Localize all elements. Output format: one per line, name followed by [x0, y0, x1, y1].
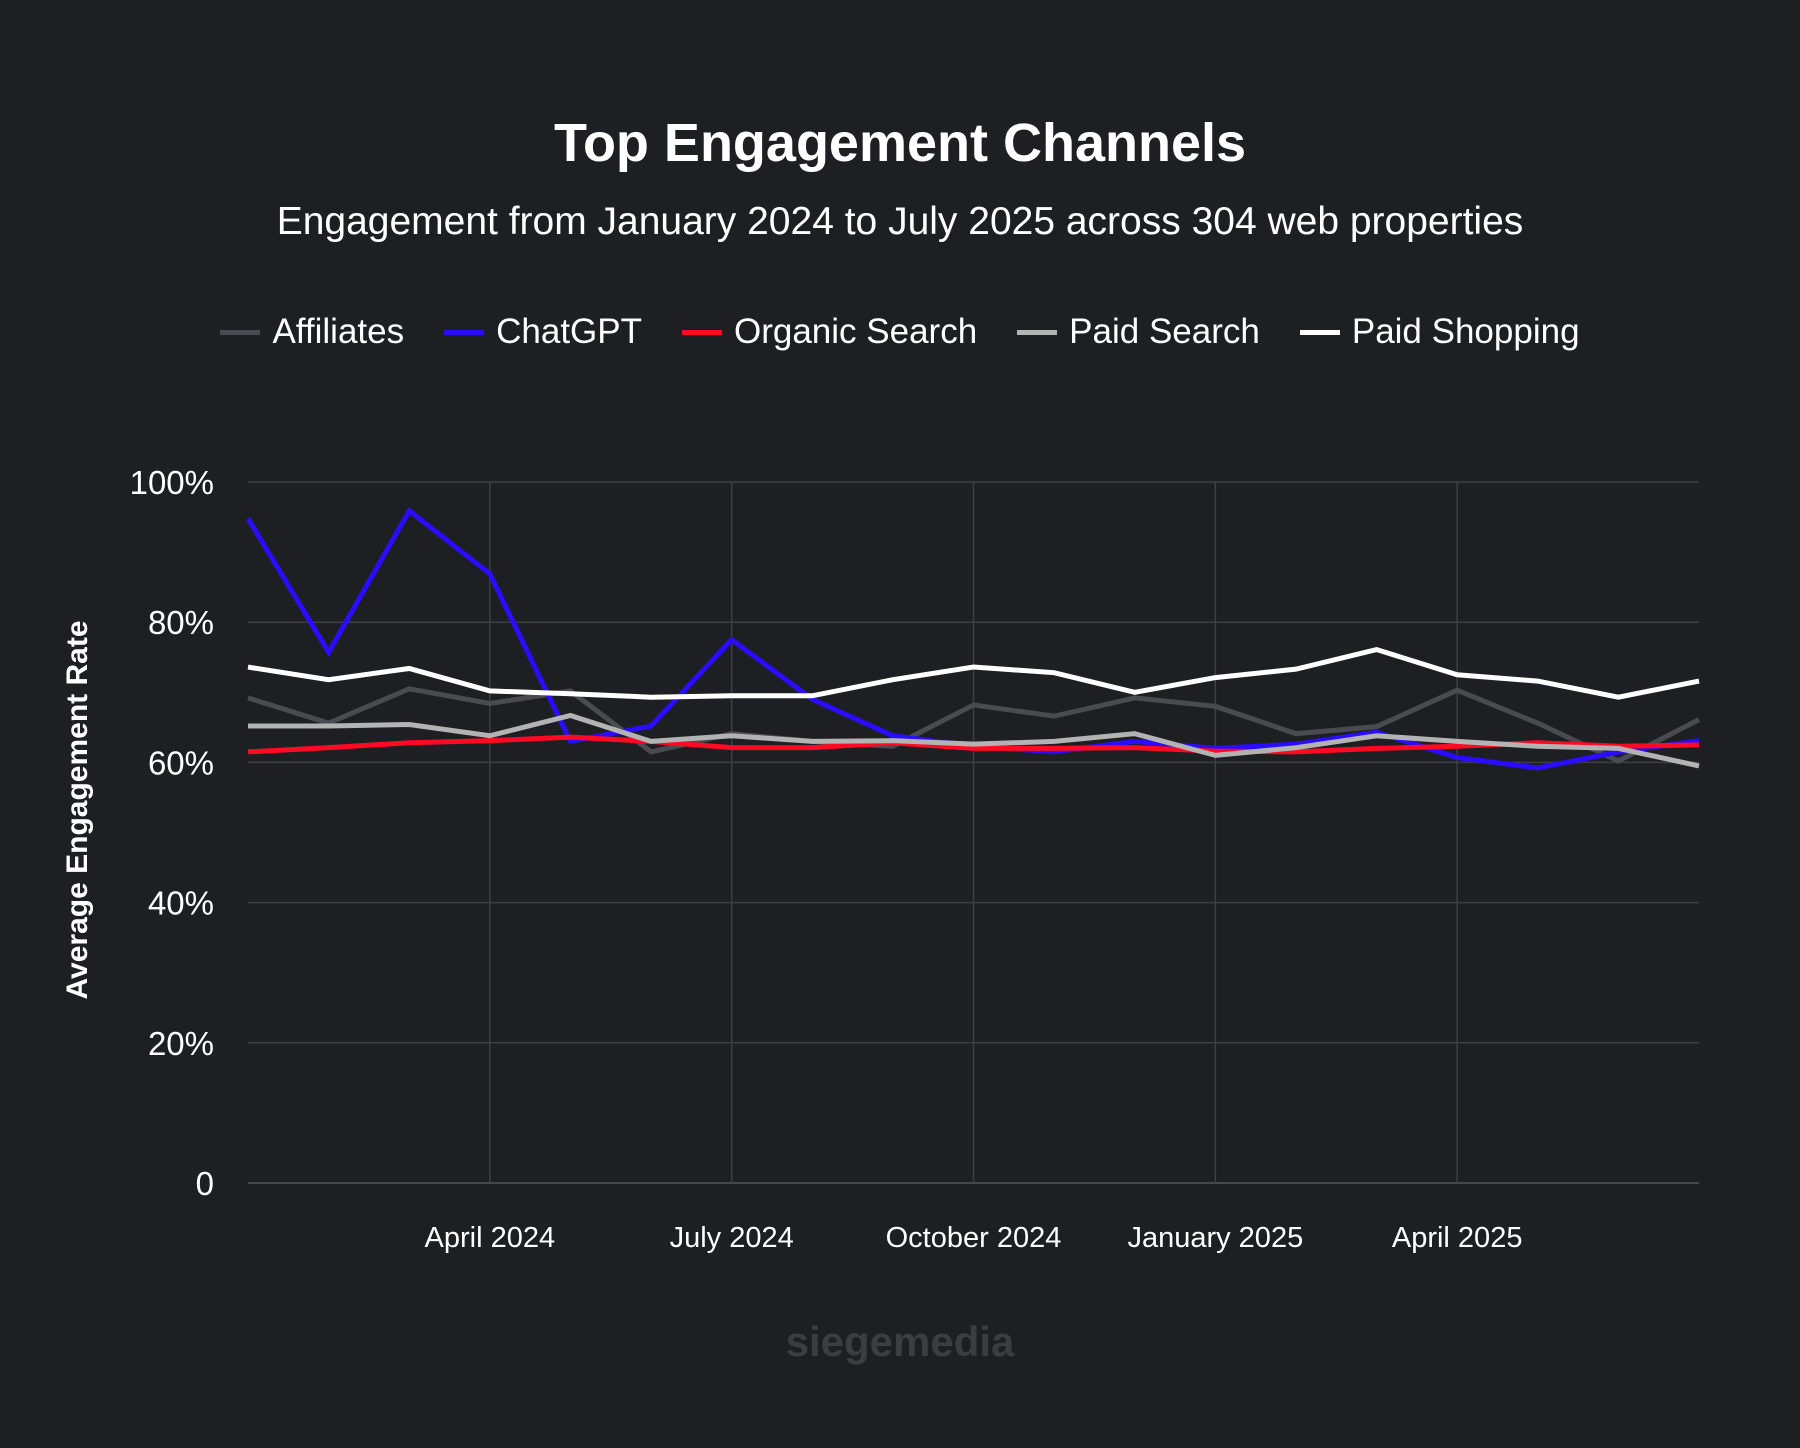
x-tick-label: October 2024 — [886, 1222, 1062, 1254]
x-tick-label: April 2024 — [425, 1222, 556, 1254]
legend-label: Affiliates — [272, 312, 405, 351]
legend-label: Paid Search — [1069, 312, 1260, 351]
series-line-affiliates — [247, 686, 1701, 764]
x-tick-label: April 2025 — [1392, 1222, 1523, 1254]
series-line-paid-search — [248, 712, 1700, 769]
legend-swatch — [444, 329, 485, 335]
legend-item-organic-search[interactable]: Organic Search — [682, 312, 977, 352]
legend-label: ChatGPT — [496, 312, 642, 351]
legend-label: Organic Search — [734, 312, 978, 351]
series-line-organic-search — [247, 734, 1700, 755]
x-tick-label: July 2024 — [670, 1222, 794, 1254]
y-tick-label: 40% — [148, 885, 214, 922]
x-tick-label: January 2025 — [1127, 1222, 1303, 1254]
legend: Affiliates ChatGPT Organic Search Paid S… — [0, 312, 1800, 352]
y-tick-label: 80% — [148, 604, 214, 641]
series-line-paid-shopping — [247, 646, 1700, 700]
chart-subtitle: Engagement from January 2024 to July 202… — [276, 200, 1524, 243]
legend-swatch — [682, 329, 722, 335]
legend-label: Paid Shopping — [1351, 312, 1580, 351]
legend-item-paid-search[interactable]: Paid Search — [1017, 312, 1260, 352]
y-tick-label: 20% — [148, 1025, 214, 1062]
legend-swatch — [1299, 329, 1340, 335]
legend-item-paid-shopping[interactable]: Paid Shopping — [1299, 312, 1580, 352]
legend-item-affiliates[interactable]: Affiliates — [220, 312, 404, 352]
legend-item-chatgpt[interactable]: ChatGPT — [444, 312, 642, 352]
y-tick-label: 60% — [148, 744, 214, 781]
watermark-logo: siegemedia — [785, 1318, 1015, 1365]
y-tick-label: 0 — [196, 1165, 214, 1202]
legend-swatch — [220, 329, 261, 335]
legend-swatch — [1017, 329, 1058, 335]
chart-title: Top Engagement Channels — [553, 113, 1247, 173]
y-tick-label: 100% — [130, 464, 214, 501]
